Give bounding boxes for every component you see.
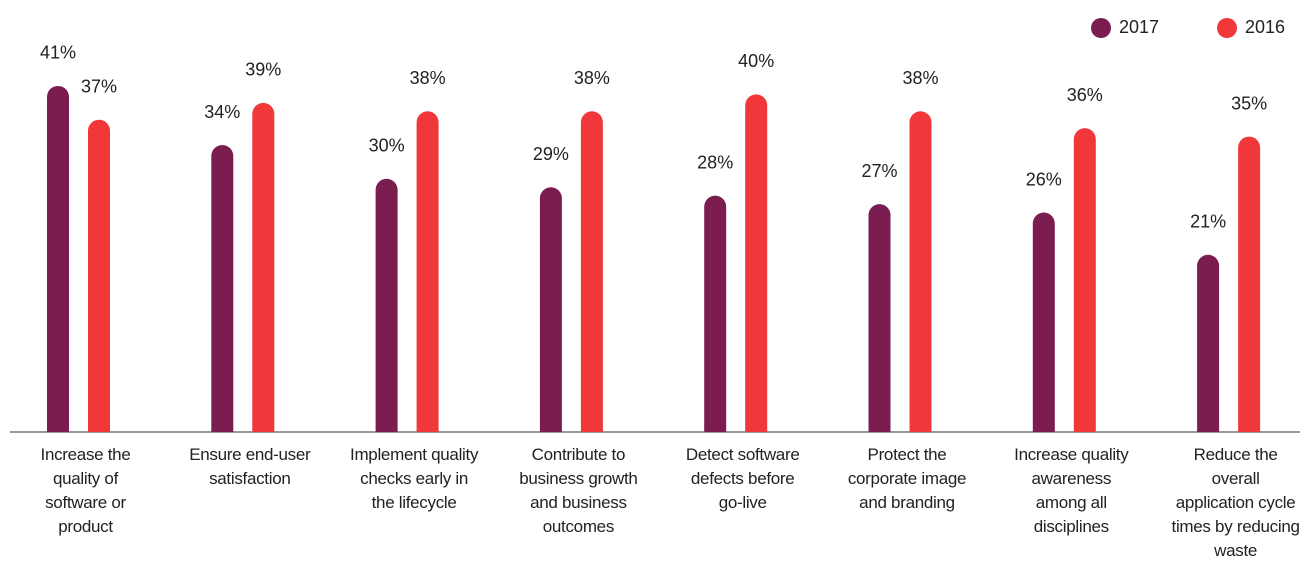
bar xyxy=(211,145,234,433)
category-label: Protect the corporate image and branding xyxy=(847,445,967,512)
bar xyxy=(88,119,110,432)
value-label: 29% xyxy=(533,144,569,164)
category-label: Increase the quality of software or prod… xyxy=(40,445,131,536)
bar xyxy=(375,178,398,432)
bar xyxy=(252,102,275,432)
category-label: Detect software defects before go-live xyxy=(685,445,800,512)
bar xyxy=(47,85,69,433)
value-label: 34% xyxy=(204,102,240,122)
bar xyxy=(745,94,768,433)
value-label: 37% xyxy=(81,76,117,96)
bar xyxy=(416,111,439,432)
value-label: 30% xyxy=(369,136,405,156)
value-label: 21% xyxy=(1190,212,1226,232)
bar xyxy=(539,187,562,432)
bar xyxy=(704,195,727,432)
category-label: Ensure end-user satisfaction xyxy=(189,445,311,488)
bar xyxy=(1032,212,1055,432)
legend-swatch xyxy=(1217,18,1237,38)
value-label: 38% xyxy=(574,68,610,88)
bar xyxy=(909,111,932,432)
value-label: 35% xyxy=(1231,93,1267,113)
bar xyxy=(1197,254,1220,432)
category-label: Increase quality awareness among all dis… xyxy=(1014,445,1129,536)
category-label: Reduce the overall application cycle tim… xyxy=(1171,445,1300,560)
value-label: 38% xyxy=(902,68,938,88)
category-label: Implement quality checks early in the li… xyxy=(350,445,479,512)
value-label: 40% xyxy=(738,51,774,71)
bar xyxy=(580,111,603,432)
value-label: 41% xyxy=(40,43,76,63)
bar xyxy=(1073,128,1096,432)
bar xyxy=(1238,136,1261,432)
bar xyxy=(868,204,891,432)
category-label: Contribute to business growth and busine… xyxy=(519,445,638,536)
value-label: 26% xyxy=(1026,169,1062,189)
legend-swatch xyxy=(1091,18,1111,38)
legend-label: 2017 xyxy=(1119,17,1159,37)
legend-label: 2016 xyxy=(1245,17,1285,37)
value-label: 27% xyxy=(861,161,897,181)
value-label: 38% xyxy=(410,68,446,88)
value-label: 39% xyxy=(245,60,281,80)
value-label: 36% xyxy=(1067,85,1103,105)
value-label: 28% xyxy=(697,152,733,172)
